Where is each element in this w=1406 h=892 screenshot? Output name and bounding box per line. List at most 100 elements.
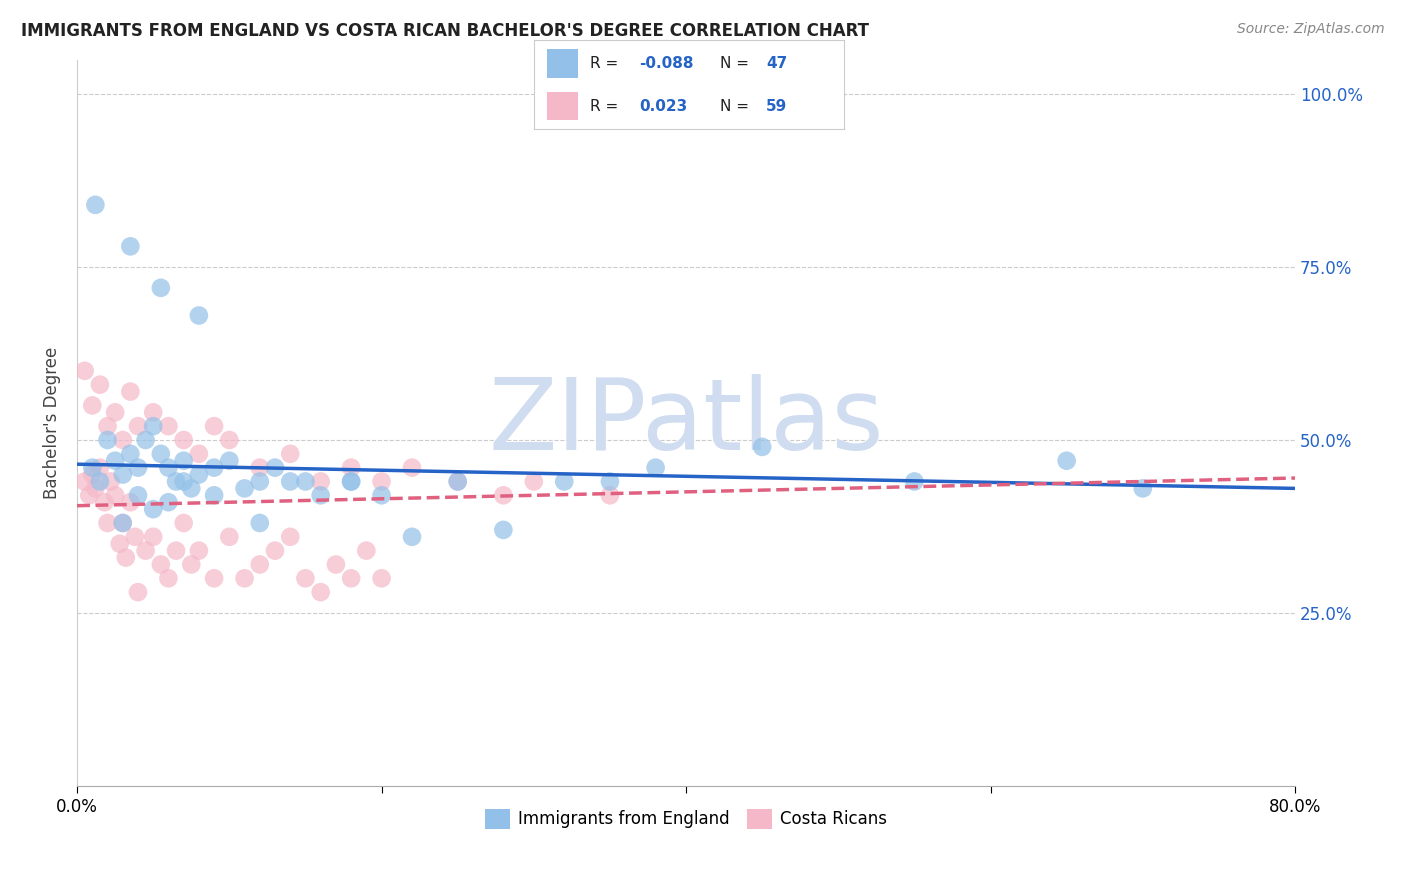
Point	[120, 447, 142, 461]
Point	[111, 516, 134, 530]
Point	[120, 495, 142, 509]
Point	[142, 405, 165, 419]
Point	[157, 460, 180, 475]
Point	[157, 571, 180, 585]
Point	[142, 530, 165, 544]
Point	[100, 475, 122, 489]
Text: R =: R =	[591, 99, 628, 113]
Point	[108, 537, 131, 551]
Point	[84, 198, 107, 212]
Point	[278, 530, 301, 544]
Point	[309, 585, 332, 599]
Point	[249, 460, 271, 475]
Point	[142, 419, 165, 434]
Point	[401, 530, 423, 544]
Point	[218, 433, 240, 447]
Point	[77, 488, 100, 502]
Point	[165, 475, 187, 489]
Point	[309, 475, 332, 489]
Point	[135, 433, 157, 447]
Point	[127, 460, 149, 475]
Text: 47: 47	[766, 56, 787, 70]
Point	[447, 475, 470, 489]
Point	[120, 384, 142, 399]
Point	[89, 377, 111, 392]
Point	[325, 558, 347, 572]
FancyBboxPatch shape	[547, 49, 578, 78]
Point	[180, 482, 202, 496]
Point	[173, 454, 195, 468]
Point	[370, 488, 392, 502]
Point	[1056, 454, 1078, 468]
Point	[111, 433, 134, 447]
Point	[370, 571, 392, 585]
Point	[278, 447, 301, 461]
Point	[157, 419, 180, 434]
Text: -0.088: -0.088	[640, 56, 695, 70]
Point	[114, 550, 136, 565]
Point	[93, 495, 115, 509]
Point	[202, 460, 225, 475]
Point	[249, 516, 271, 530]
Text: Source: ZipAtlas.com: Source: ZipAtlas.com	[1237, 22, 1385, 37]
Text: R =: R =	[591, 56, 623, 70]
Point	[96, 433, 118, 447]
Point	[96, 419, 118, 434]
Point	[96, 516, 118, 530]
Point	[264, 460, 287, 475]
Legend: Immigrants from England, Costa Ricans: Immigrants from England, Costa Ricans	[478, 802, 894, 836]
Point	[309, 488, 332, 502]
Point	[124, 530, 146, 544]
Point	[218, 530, 240, 544]
Point	[127, 488, 149, 502]
Point	[120, 239, 142, 253]
Point	[187, 467, 209, 482]
Point	[356, 543, 378, 558]
Point	[135, 543, 157, 558]
Point	[149, 447, 172, 461]
Point	[142, 502, 165, 516]
Point	[104, 488, 127, 502]
Point	[264, 543, 287, 558]
Point	[149, 558, 172, 572]
Point	[73, 364, 96, 378]
Point	[599, 488, 621, 502]
Point	[82, 467, 104, 482]
Point	[104, 405, 127, 419]
Point	[401, 460, 423, 475]
Point	[249, 475, 271, 489]
Point	[492, 523, 515, 537]
Point	[599, 475, 621, 489]
Point	[903, 475, 925, 489]
Point	[187, 543, 209, 558]
Point	[249, 558, 271, 572]
Point	[111, 467, 134, 482]
Text: 0.023: 0.023	[640, 99, 688, 113]
Point	[180, 558, 202, 572]
Point	[278, 475, 301, 489]
Point	[751, 440, 773, 454]
Point	[523, 475, 546, 489]
Point	[1132, 482, 1154, 496]
FancyBboxPatch shape	[547, 92, 578, 120]
Point	[82, 460, 104, 475]
Text: IMMIGRANTS FROM ENGLAND VS COSTA RICAN BACHELOR'S DEGREE CORRELATION CHART: IMMIGRANTS FROM ENGLAND VS COSTA RICAN B…	[21, 22, 869, 40]
Point	[340, 475, 363, 489]
Text: N =: N =	[720, 56, 754, 70]
Point	[173, 433, 195, 447]
Y-axis label: Bachelor's Degree: Bachelor's Degree	[44, 347, 60, 499]
Point	[294, 475, 316, 489]
Point	[157, 495, 180, 509]
Point	[73, 475, 96, 489]
Point	[165, 543, 187, 558]
Point	[173, 516, 195, 530]
Point	[82, 398, 104, 412]
Point	[89, 475, 111, 489]
Point	[202, 419, 225, 434]
Point	[104, 454, 127, 468]
Point	[187, 309, 209, 323]
Text: ZIPatlas: ZIPatlas	[488, 374, 884, 471]
Point	[370, 475, 392, 489]
Text: 59: 59	[766, 99, 787, 113]
Point	[233, 482, 256, 496]
